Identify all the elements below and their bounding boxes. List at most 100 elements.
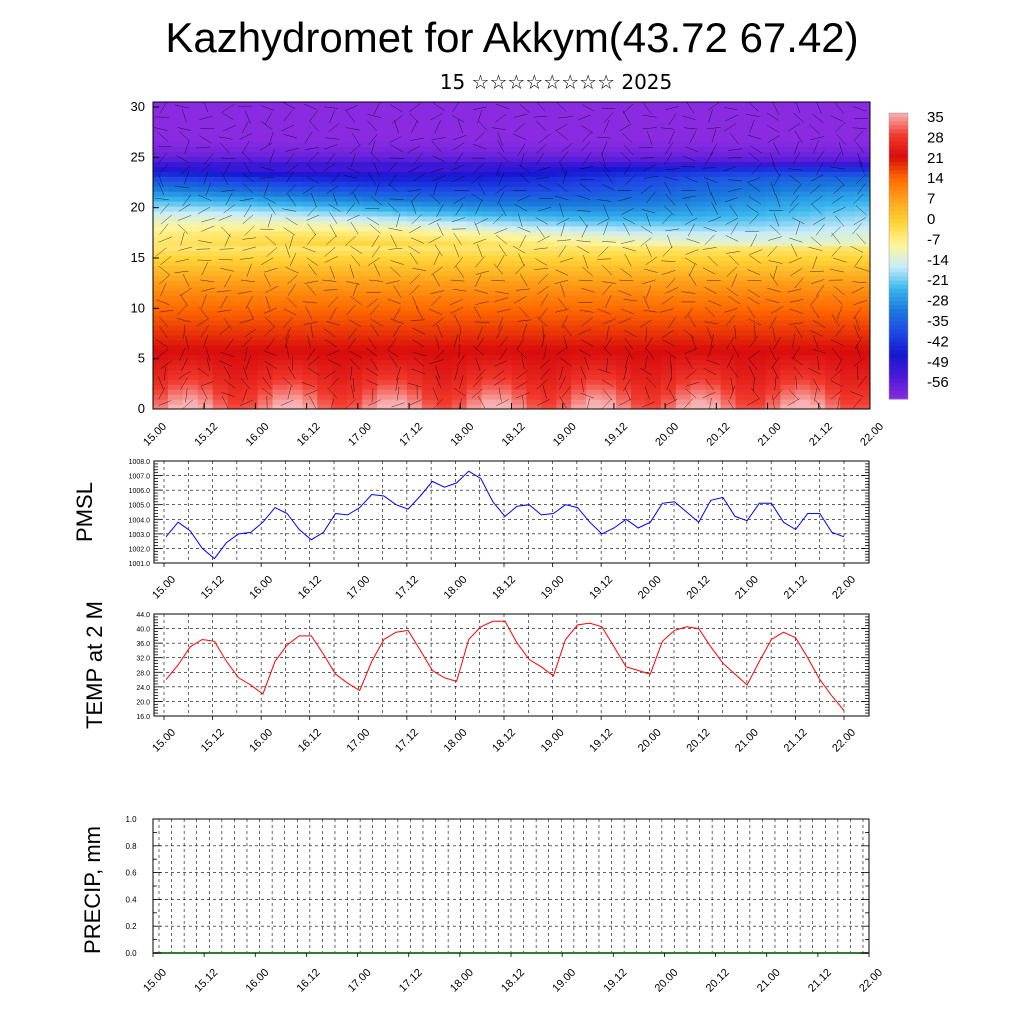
temperature-cell: [302, 102, 318, 108]
temperature-cell: [392, 394, 408, 400]
temperature-cell: [616, 171, 632, 177]
temperature-cell: [511, 126, 528, 133]
temperature-cell: [541, 404, 557, 409]
temperature-cell: [511, 285, 528, 291]
temperature-cell: [556, 161, 572, 167]
colorbar-segment: [889, 251, 908, 257]
temperature-cell: [586, 121, 602, 128]
wind-barb: [155, 247, 167, 257]
temperature-cell: [526, 364, 542, 370]
temperature-cell: [272, 166, 289, 172]
temperature-cell: [795, 270, 811, 276]
temperature-cell: [302, 389, 318, 395]
series-line: [165, 620, 845, 711]
temperature-cell: [780, 389, 796, 395]
temperature-cell: [436, 280, 453, 286]
temperature-cell: [197, 329, 214, 336]
wind-barb: [748, 183, 761, 192]
wind-barb: [619, 123, 632, 132]
temperature-cell: [347, 240, 363, 247]
temperature-cell: [571, 374, 587, 380]
temperature-cell: [481, 399, 498, 405]
temperature-cell: [690, 141, 707, 148]
wind-barb: [606, 357, 608, 372]
temperature-cell: [825, 156, 841, 163]
wind-barb: [268, 131, 274, 146]
wind-barb: [857, 183, 866, 195]
temperature-cell: [496, 255, 513, 262]
temperature-cell: [526, 201, 542, 207]
temperature-cell: [227, 339, 244, 346]
wind-barb: [434, 120, 441, 134]
wind-barb: [661, 260, 676, 262]
temperature-cell: [810, 374, 826, 380]
temperature-cell: [466, 379, 483, 385]
temperature-cell: [660, 404, 677, 409]
temperature-cell: [362, 210, 378, 217]
wind-barb: [411, 120, 418, 134]
wind-barb: [851, 286, 865, 294]
temperature-cell: [705, 201, 722, 207]
temperature-cell: [317, 141, 333, 148]
colorbar-label: -42: [927, 333, 949, 350]
temperature-cell: [855, 364, 870, 370]
wind-barb: [703, 367, 717, 375]
temperature-cell: [735, 329, 752, 336]
temperature-cell: [496, 344, 513, 351]
temperature-cell: [735, 181, 752, 187]
wind-barb: [809, 330, 823, 337]
temperature-cell: [571, 141, 587, 148]
colorbar-segment: [889, 202, 908, 208]
wind-barb: [684, 257, 698, 265]
wind-barb: [665, 287, 679, 294]
temperature-cell: [526, 215, 542, 222]
temperature-cell: [586, 156, 602, 163]
temperature-cell: [825, 379, 841, 385]
temperature-cell: [586, 260, 602, 266]
temperature-cell: [406, 369, 423, 375]
temperature-cell: [302, 220, 318, 227]
temperature-cell: [556, 230, 572, 237]
temperature-cell: [182, 106, 199, 113]
temperature-cell: [167, 314, 184, 321]
temperature-cell: [586, 235, 602, 242]
x-tick-label: 18.12: [499, 967, 527, 995]
wind-barb: [816, 102, 822, 114]
wind-barb: [584, 356, 590, 371]
wind-barb: [726, 337, 735, 350]
temperature-cell: [496, 305, 513, 311]
wind-barb: [790, 243, 798, 257]
temperature-cell: [556, 364, 572, 370]
temperature-cell: [377, 374, 393, 380]
temperature-cell: [451, 384, 468, 390]
temperature-cell: [227, 215, 244, 222]
temperature-cell: [705, 131, 722, 138]
temperature-cell: [571, 389, 587, 395]
temperature-cell: [690, 290, 707, 296]
wind-barb: [283, 134, 297, 139]
temperature-cell: [347, 181, 363, 187]
temperature-cell: [840, 374, 856, 380]
temperature-cell: [511, 116, 528, 123]
temperature-cell: [526, 106, 542, 113]
temperature-cell: [182, 334, 199, 341]
temperature-cell: [466, 225, 483, 232]
temperature-cell: [645, 374, 662, 380]
temperature-cell: [197, 210, 214, 217]
colorbar-segment: [889, 247, 908, 253]
wind-barb: [180, 377, 188, 390]
temperature-cell: [780, 394, 796, 400]
temperature-cell: [631, 240, 647, 247]
temperature-cell: [212, 205, 229, 212]
temperature-cell: [541, 314, 557, 321]
wind-barb: [259, 142, 273, 151]
temperature-cell: [675, 102, 692, 108]
temperature-cell: [153, 151, 169, 158]
temperature-cell: [496, 131, 513, 138]
temperature-cell: [541, 215, 557, 222]
wind-barb: [407, 145, 421, 153]
colorbar-segment: [889, 157, 908, 163]
wind-barb: [408, 103, 421, 113]
temperature-cell: [601, 225, 617, 232]
wind-barb: [789, 299, 804, 303]
